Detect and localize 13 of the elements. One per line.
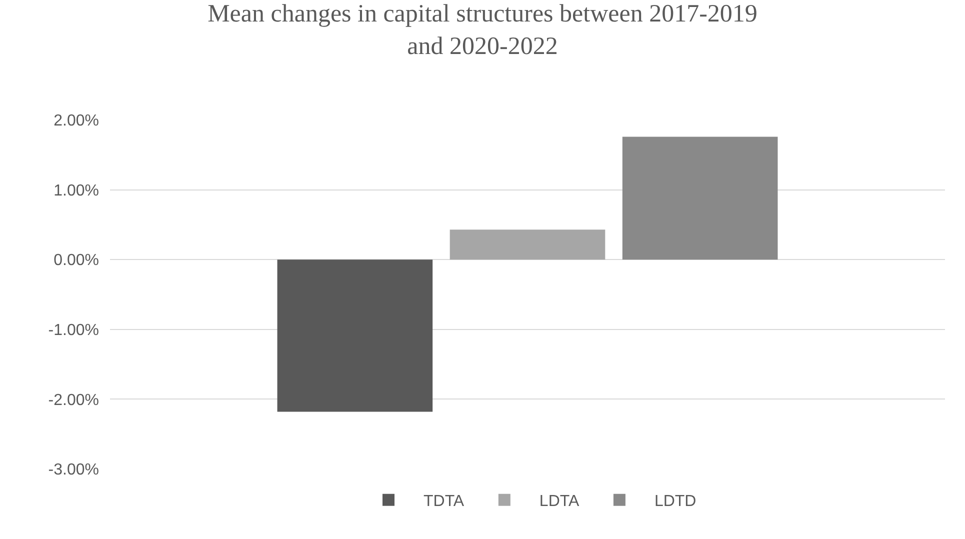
y-tick-label: -1.00%	[48, 322, 99, 339]
bar	[622, 136, 778, 260]
y-tick-label: 1.00%	[54, 182, 99, 200]
bar	[450, 230, 606, 260]
y-tick-label: -3.00%	[48, 462, 99, 479]
y-tick-label: 0.00%	[54, 252, 99, 270]
y-tick-label: 2.00%	[54, 112, 99, 130]
y-tick-label: -2.00%	[48, 392, 99, 409]
legend-label: TDTA	[424, 493, 464, 510]
legend-label: LDTA	[539, 493, 580, 510]
legend-label: LDTD	[654, 493, 696, 510]
chart-title: Mean changes in capital structures between 2017-2019 and 2020-2022	[208, 0, 758, 60]
bar	[277, 260, 433, 412]
